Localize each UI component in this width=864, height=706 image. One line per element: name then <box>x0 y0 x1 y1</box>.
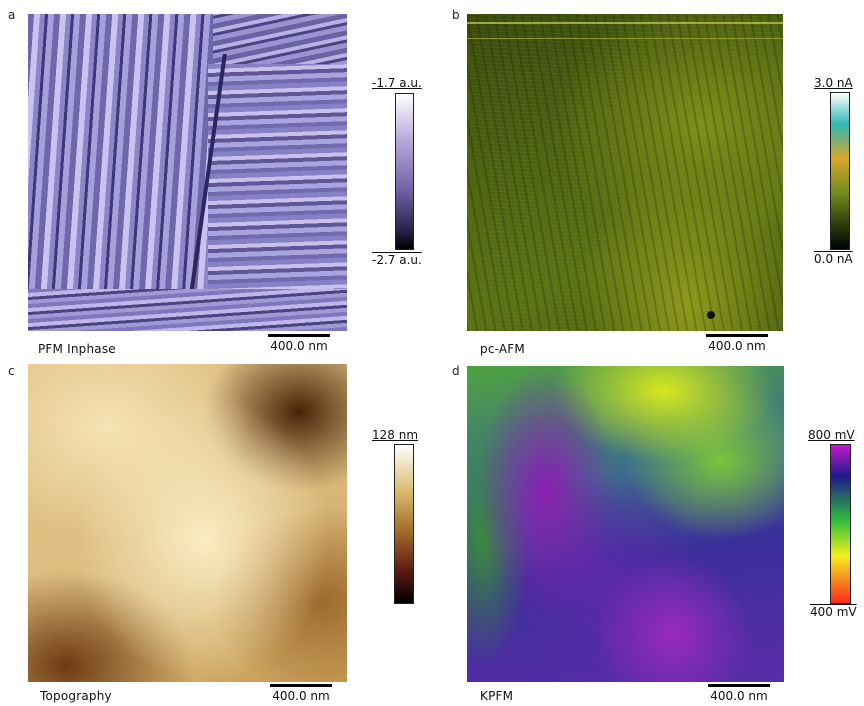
scale-bar-c-label: 400.0 nm <box>272 689 330 703</box>
topography-caption: Topography <box>40 689 112 703</box>
colorbar-b-max: 3.0 nA <box>814 76 853 90</box>
colorbar-b <box>830 92 850 250</box>
pc-afm-map <box>467 14 783 331</box>
scale-bar-a: 400.0 nm <box>268 334 330 353</box>
kpfm-caption: KPFM <box>480 689 514 703</box>
pfm-inphase-map <box>28 14 347 331</box>
scale-bar-d: 400.0 nm <box>708 684 770 703</box>
colorbar-c-max: 128 nm <box>372 428 419 442</box>
pfm-inphase-caption: PFM Inphase <box>38 342 116 356</box>
colorbar-d <box>830 444 851 604</box>
scale-bar-d-label: 400.0 nm <box>710 689 768 703</box>
panel-letter-a: a <box>8 8 16 22</box>
colorbar-a-max: -1.7 a.u. <box>372 76 422 90</box>
scale-bar-b: 400.0 nm <box>706 334 768 353</box>
colorbar-d-min: 400 mV <box>810 605 857 619</box>
colorbar-b-min: 0.0 nA <box>814 252 853 266</box>
pc-afm-caption: pc-AFM <box>480 342 525 356</box>
panel-letter-c: c <box>8 364 15 378</box>
scale-bar-b-label: 400.0 nm <box>708 339 766 353</box>
scale-bar-a-label: 400.0 nm <box>270 339 328 353</box>
panel-letter-d: d <box>452 364 460 378</box>
panel-letter-b: b <box>452 8 460 22</box>
kpfm-map <box>467 366 784 682</box>
colorbar-a-min: -2.7 a.u. <box>372 253 422 267</box>
colorbar-c <box>394 444 414 604</box>
topography-map <box>28 364 347 682</box>
colorbar-d-max: 800 mV <box>808 428 855 442</box>
scale-bar-c: 400.0 nm <box>270 684 332 703</box>
colorbar-a <box>395 93 414 250</box>
